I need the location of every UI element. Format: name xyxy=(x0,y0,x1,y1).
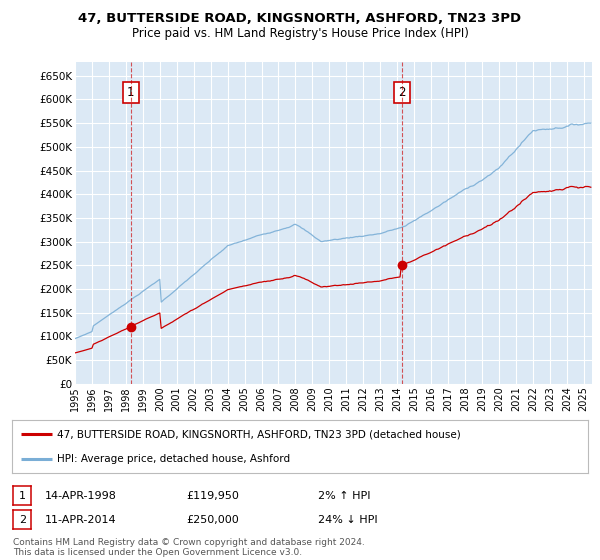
Text: Price paid vs. HM Land Registry's House Price Index (HPI): Price paid vs. HM Land Registry's House … xyxy=(131,27,469,40)
Text: £119,950: £119,950 xyxy=(186,491,239,501)
Text: Contains HM Land Registry data © Crown copyright and database right 2024.: Contains HM Land Registry data © Crown c… xyxy=(13,538,365,547)
Text: 2: 2 xyxy=(398,86,406,99)
Text: 1: 1 xyxy=(19,491,26,501)
Text: 47, BUTTERSIDE ROAD, KINGSNORTH, ASHFORD, TN23 3PD (detached house): 47, BUTTERSIDE ROAD, KINGSNORTH, ASHFORD… xyxy=(57,430,461,440)
Text: HPI: Average price, detached house, Ashford: HPI: Average price, detached house, Ashf… xyxy=(57,454,290,464)
Text: 1: 1 xyxy=(127,86,134,99)
Text: 2% ↑ HPI: 2% ↑ HPI xyxy=(318,491,371,501)
Text: £250,000: £250,000 xyxy=(186,515,239,525)
Text: 14-APR-1998: 14-APR-1998 xyxy=(45,491,117,501)
Text: 2: 2 xyxy=(19,515,26,525)
Text: This data is licensed under the Open Government Licence v3.0.: This data is licensed under the Open Gov… xyxy=(13,548,302,557)
Text: 24% ↓ HPI: 24% ↓ HPI xyxy=(318,515,377,525)
Text: 11-APR-2014: 11-APR-2014 xyxy=(45,515,116,525)
Text: 47, BUTTERSIDE ROAD, KINGSNORTH, ASHFORD, TN23 3PD: 47, BUTTERSIDE ROAD, KINGSNORTH, ASHFORD… xyxy=(79,12,521,25)
